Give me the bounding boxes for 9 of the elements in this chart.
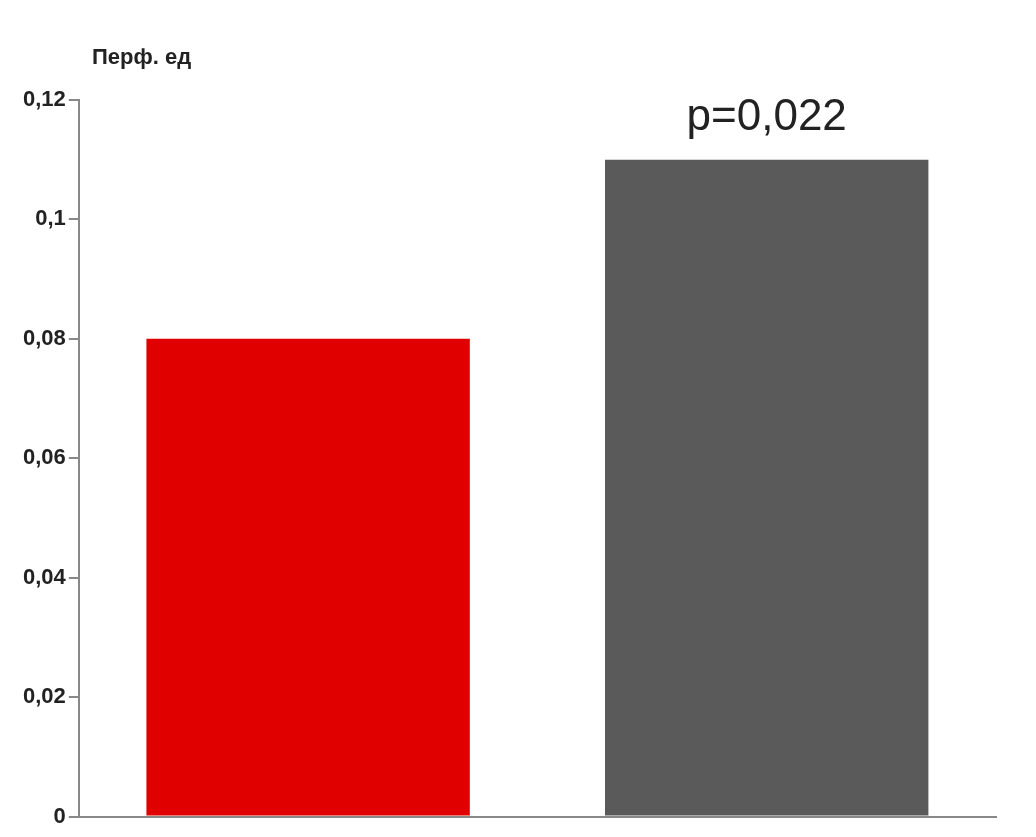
annotation: p=0,022 [686,89,847,139]
y-tick-label: 0,02 [22,683,66,709]
y-tick-label: 0,08 [22,324,66,350]
y-tick-label: 0,04 [22,563,67,589]
y-tick-label: 0,12 [22,86,66,112]
y-tick-label: 0,1 [35,205,66,231]
y-tick-label: 0 [53,802,66,828]
y-axis-title: Перф. ед [92,44,192,69]
y-tick-label: 0,06 [22,444,66,470]
